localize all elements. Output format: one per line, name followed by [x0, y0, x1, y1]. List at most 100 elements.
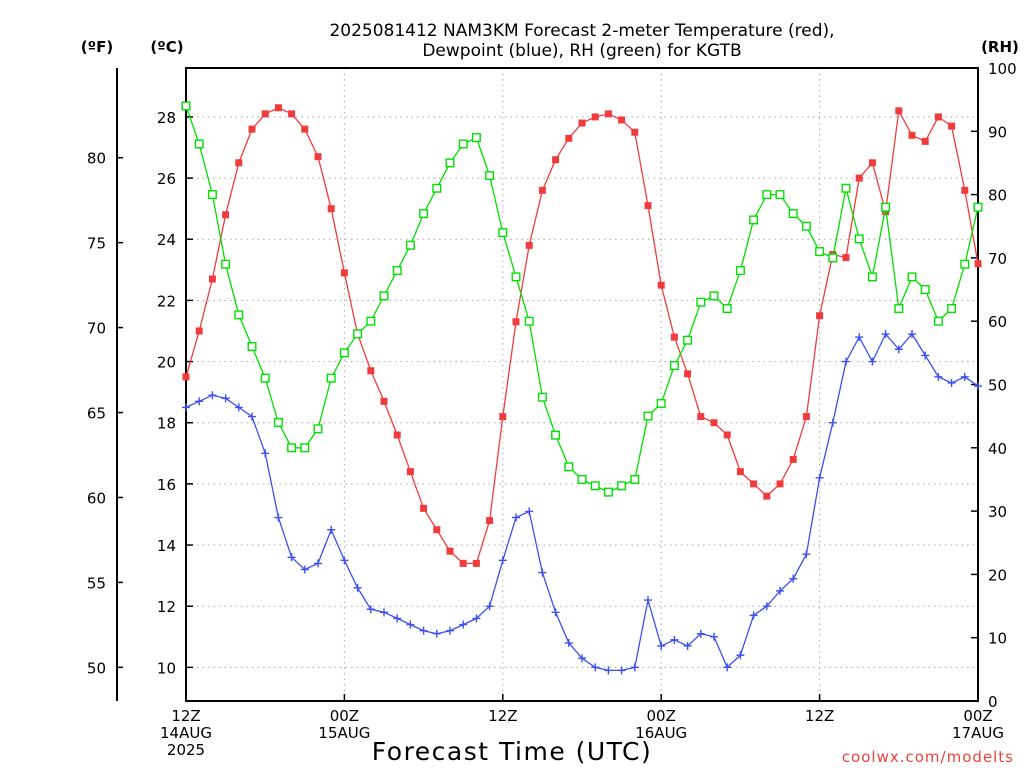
- celsius-tick-label: 28: [157, 109, 176, 127]
- rh-point: [524, 316, 534, 326]
- x-tick-label: 12Z: [171, 707, 200, 725]
- 2-meter-temperature-point: [380, 397, 388, 405]
- rh-point: [947, 304, 957, 314]
- rh-point: [788, 209, 798, 219]
- rh-point: [828, 253, 838, 263]
- celsius-tick-label: 16: [157, 476, 176, 494]
- dewpoint-point: [564, 638, 573, 647]
- rh-tick-label: 100: [988, 60, 1017, 78]
- watermark: coolwx.com/modelts: [842, 748, 1014, 766]
- rh-point: [894, 304, 904, 314]
- celsius-tick-label: 14: [157, 537, 176, 555]
- dewpoint-point: [578, 654, 586, 663]
- dewpoint-point: [208, 391, 217, 400]
- celsius-tick-label: 22: [157, 292, 176, 310]
- rh-point: [207, 190, 217, 200]
- dewpoint-point: [723, 663, 732, 672]
- rh-line: [185, 105, 979, 493]
- 2-meter-temperature-point: [420, 504, 428, 512]
- 2-meter-temperature-point: [393, 431, 401, 439]
- rh-unit-label: (RH): [981, 38, 1019, 56]
- 2-meter-temperature-point: [301, 125, 309, 133]
- dewpoint-point: [234, 403, 243, 412]
- fahrenheit-tick-label: 75: [87, 235, 106, 253]
- dewpoint-point: [644, 596, 652, 605]
- dewpoint-point: [696, 629, 705, 638]
- 2-meter-temperature-point: [670, 333, 678, 341]
- 2-meter-temperature-point: [618, 116, 626, 124]
- dewpoint-point: [432, 629, 441, 638]
- 2-meter-temperature-point: [538, 186, 546, 194]
- dewpoint-point: [855, 333, 864, 342]
- 2-meter-temperature-point: [525, 241, 533, 249]
- rh-point: [749, 215, 759, 225]
- rh-point: [419, 209, 429, 219]
- dewpoint-point: [393, 614, 402, 623]
- rh-point: [881, 202, 891, 212]
- rh-point: [603, 487, 613, 497]
- rh-point: [643, 411, 653, 421]
- dewpoint-point: [366, 605, 375, 614]
- dewpoint-point: [815, 473, 824, 482]
- 2-meter-temperature-point: [552, 156, 560, 164]
- 2-meter-temperature-point: [446, 547, 454, 555]
- 2-meter-temperature-point: [948, 122, 956, 130]
- dewpoint-point: [327, 525, 336, 534]
- rh-point: [722, 304, 732, 314]
- 2-meter-temperature-point: [842, 254, 850, 262]
- dewpoint-point: [670, 635, 679, 644]
- x-tick-label: 00Z: [647, 707, 676, 725]
- 2-meter-temperature-point: [261, 110, 269, 118]
- 2-meter-temperature-point: [657, 281, 665, 289]
- dewpoint-point: [762, 602, 771, 611]
- 2-meter-temperature-point: [855, 174, 863, 182]
- dewpoint-point: [300, 565, 309, 574]
- rh-point: [577, 474, 587, 484]
- x-tick-label: 15AUG: [318, 724, 370, 742]
- dewpoint-point: [485, 602, 494, 611]
- dewpoint-point: [683, 641, 692, 650]
- 2-meter-temperature-point: [248, 125, 256, 133]
- dewpoint-point: [274, 513, 283, 522]
- rh-point: [735, 266, 745, 276]
- dewpoint-point: [828, 418, 837, 427]
- 2-meter-temperature-point: [591, 113, 599, 121]
- 2-meter-temperature-point: [459, 559, 467, 567]
- rh-tick-label: 30: [988, 503, 1007, 521]
- axes: 50 55 60 65 70 75 80 10 12 14 16 18 20 22 24 26 28 0 10 20 3…: [87, 60, 1017, 759]
- dewpoint-point: [736, 651, 745, 660]
- celsius-unit-label: (ºC): [150, 38, 183, 56]
- dewpoint-point: [525, 507, 534, 516]
- dewpoint-point: [894, 345, 903, 354]
- rh-point: [471, 133, 481, 143]
- rh-point: [247, 342, 257, 352]
- rh-tick-label: 90: [988, 123, 1007, 141]
- chart-title-line-1: 2025081412 NAM3KM Forecast 2-meter Tempe…: [329, 21, 834, 41]
- dewpoint-point: [947, 378, 956, 387]
- fahrenheit-tick-label: 60: [87, 489, 106, 507]
- dewpoint-point: [921, 351, 930, 360]
- dewpoint-point: [776, 586, 784, 595]
- rh-point: [194, 139, 204, 149]
- 2-meter-temperature-point: [512, 318, 520, 326]
- 2-meter-temperature-point: [895, 107, 903, 115]
- celsius-tick-label: 10: [157, 659, 176, 677]
- 2-meter-temperature-point: [816, 312, 824, 320]
- dewpoint-point: [512, 513, 520, 522]
- rh-point: [432, 183, 442, 193]
- series-layer: [181, 101, 983, 675]
- dewpoint-point: [710, 632, 718, 641]
- rh-point: [339, 348, 349, 358]
- 2-meter-temperature-point: [684, 370, 692, 378]
- 2-meter-temperature-point: [274, 104, 282, 112]
- dewpoint-point: [881, 330, 890, 339]
- fahrenheit-unit-label: (ºF): [81, 38, 113, 56]
- rh-point: [630, 474, 640, 484]
- dewpoint-point: [314, 559, 322, 568]
- rh-point: [617, 481, 627, 491]
- rh-point: [775, 190, 785, 200]
- x-axis-title: Forecast Time (UTC): [372, 737, 652, 766]
- rh-point: [590, 481, 600, 491]
- 2-meter-temperature-point: [604, 110, 612, 118]
- rh-point: [511, 272, 521, 282]
